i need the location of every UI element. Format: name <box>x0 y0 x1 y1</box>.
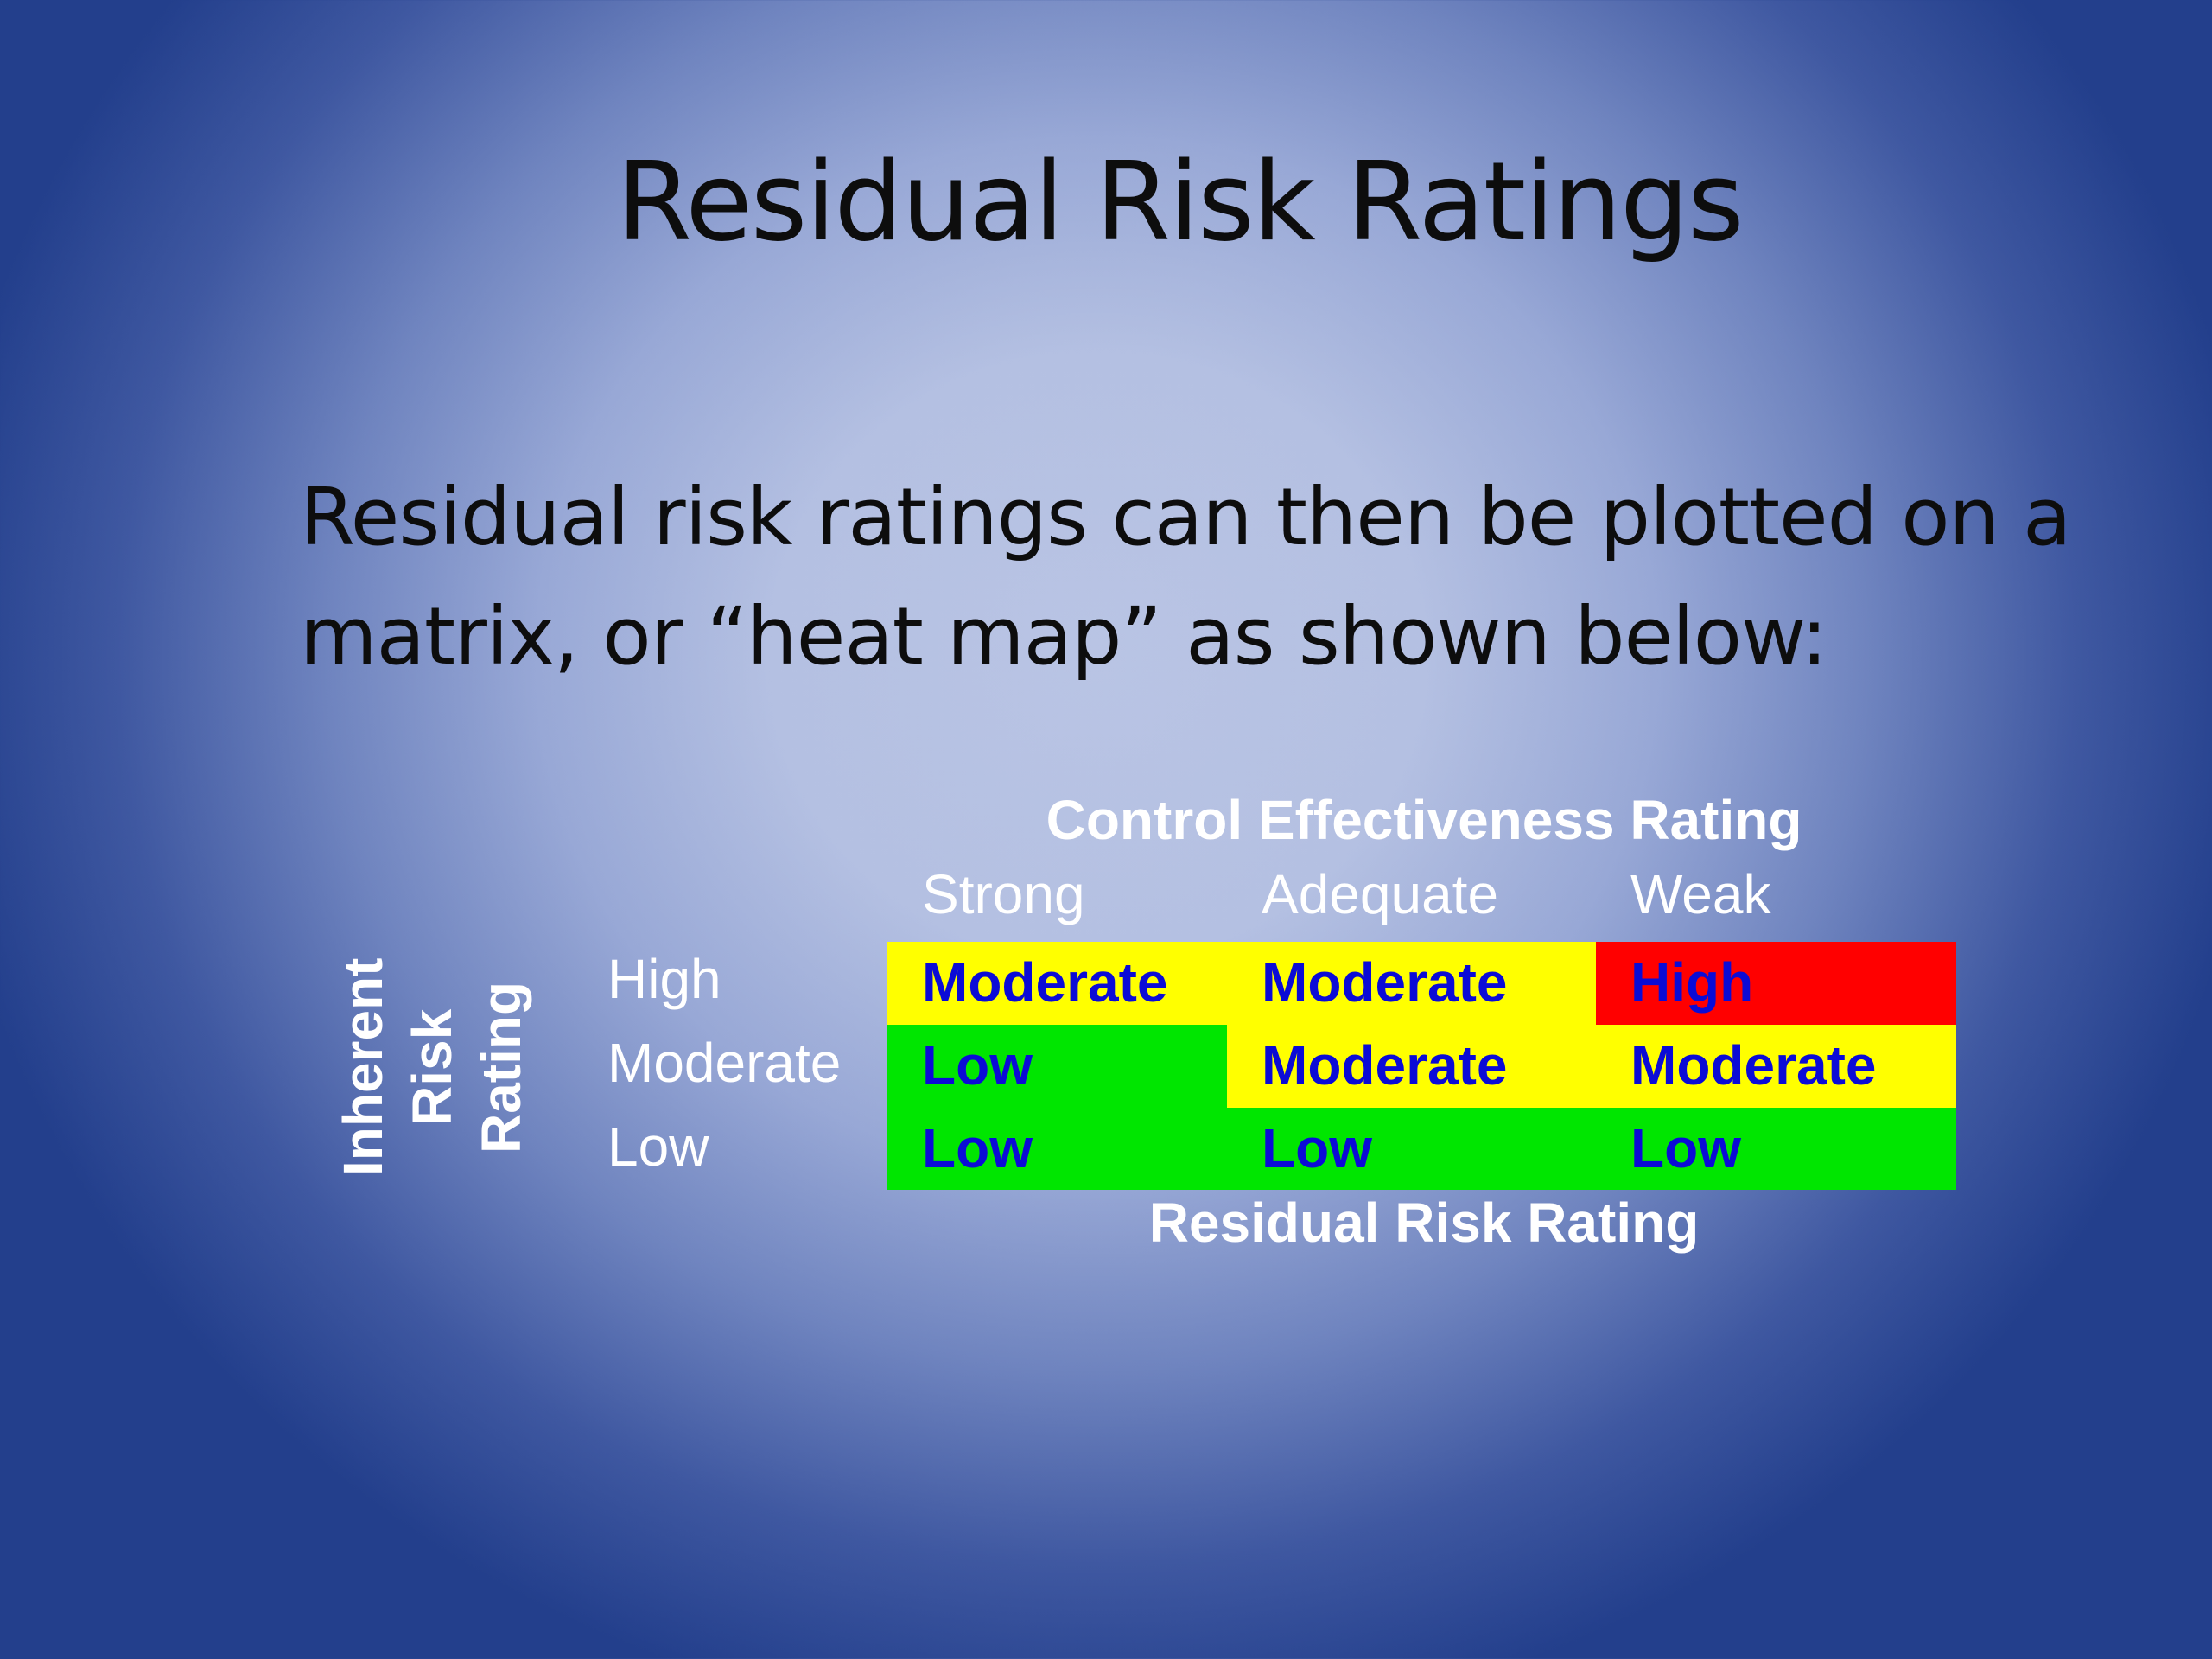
row-axis-title-word: Rating <box>470 981 532 1154</box>
column-header-weak: Weak <box>1630 863 1771 925</box>
body-line-2: matrix, or “heat map” as shown below: <box>300 590 1827 683</box>
row-axis-title-word: Inherent <box>332 957 394 1177</box>
row-axis-title: Inherent Risk Rating <box>328 942 544 1192</box>
matrix-cell: Low <box>887 1025 1227 1108</box>
matrix-cell: Moderate <box>887 942 1227 1025</box>
slide-title: Residual Risk Ratings <box>616 138 1744 265</box>
matrix-cell: Moderate <box>1227 1025 1596 1108</box>
column-header-adequate: Adequate <box>1262 863 1499 925</box>
body-text: Residual risk ratings can then be plotte… <box>300 458 2166 696</box>
row-header-high: High <box>607 948 721 1010</box>
matrix-cell: Low <box>1227 1108 1596 1190</box>
matrix-cell: Low <box>1596 1108 1956 1190</box>
row-axis-title-word: Risk <box>401 1008 463 1126</box>
matrix-cell: Moderate <box>1596 1025 1956 1108</box>
row-header-moderate: Moderate <box>607 1032 842 1094</box>
matrix-cell: Low <box>887 1108 1227 1190</box>
column-header-strong: Strong <box>922 863 1085 925</box>
matrix-cell: High <box>1596 942 1956 1025</box>
body-line-1: Residual risk ratings can then be plotte… <box>300 471 2071 563</box>
row-header-low: Low <box>607 1116 709 1178</box>
matrix-cell: Moderate <box>1227 942 1596 1025</box>
column-axis-title: Control Effectiveness Rating <box>1046 789 1802 851</box>
heat-map-matrix: Moderate Moderate High Low Moderate Mode… <box>887 942 1956 1190</box>
residual-risk-rating-label: Residual Risk Rating <box>1148 1192 1700 1254</box>
